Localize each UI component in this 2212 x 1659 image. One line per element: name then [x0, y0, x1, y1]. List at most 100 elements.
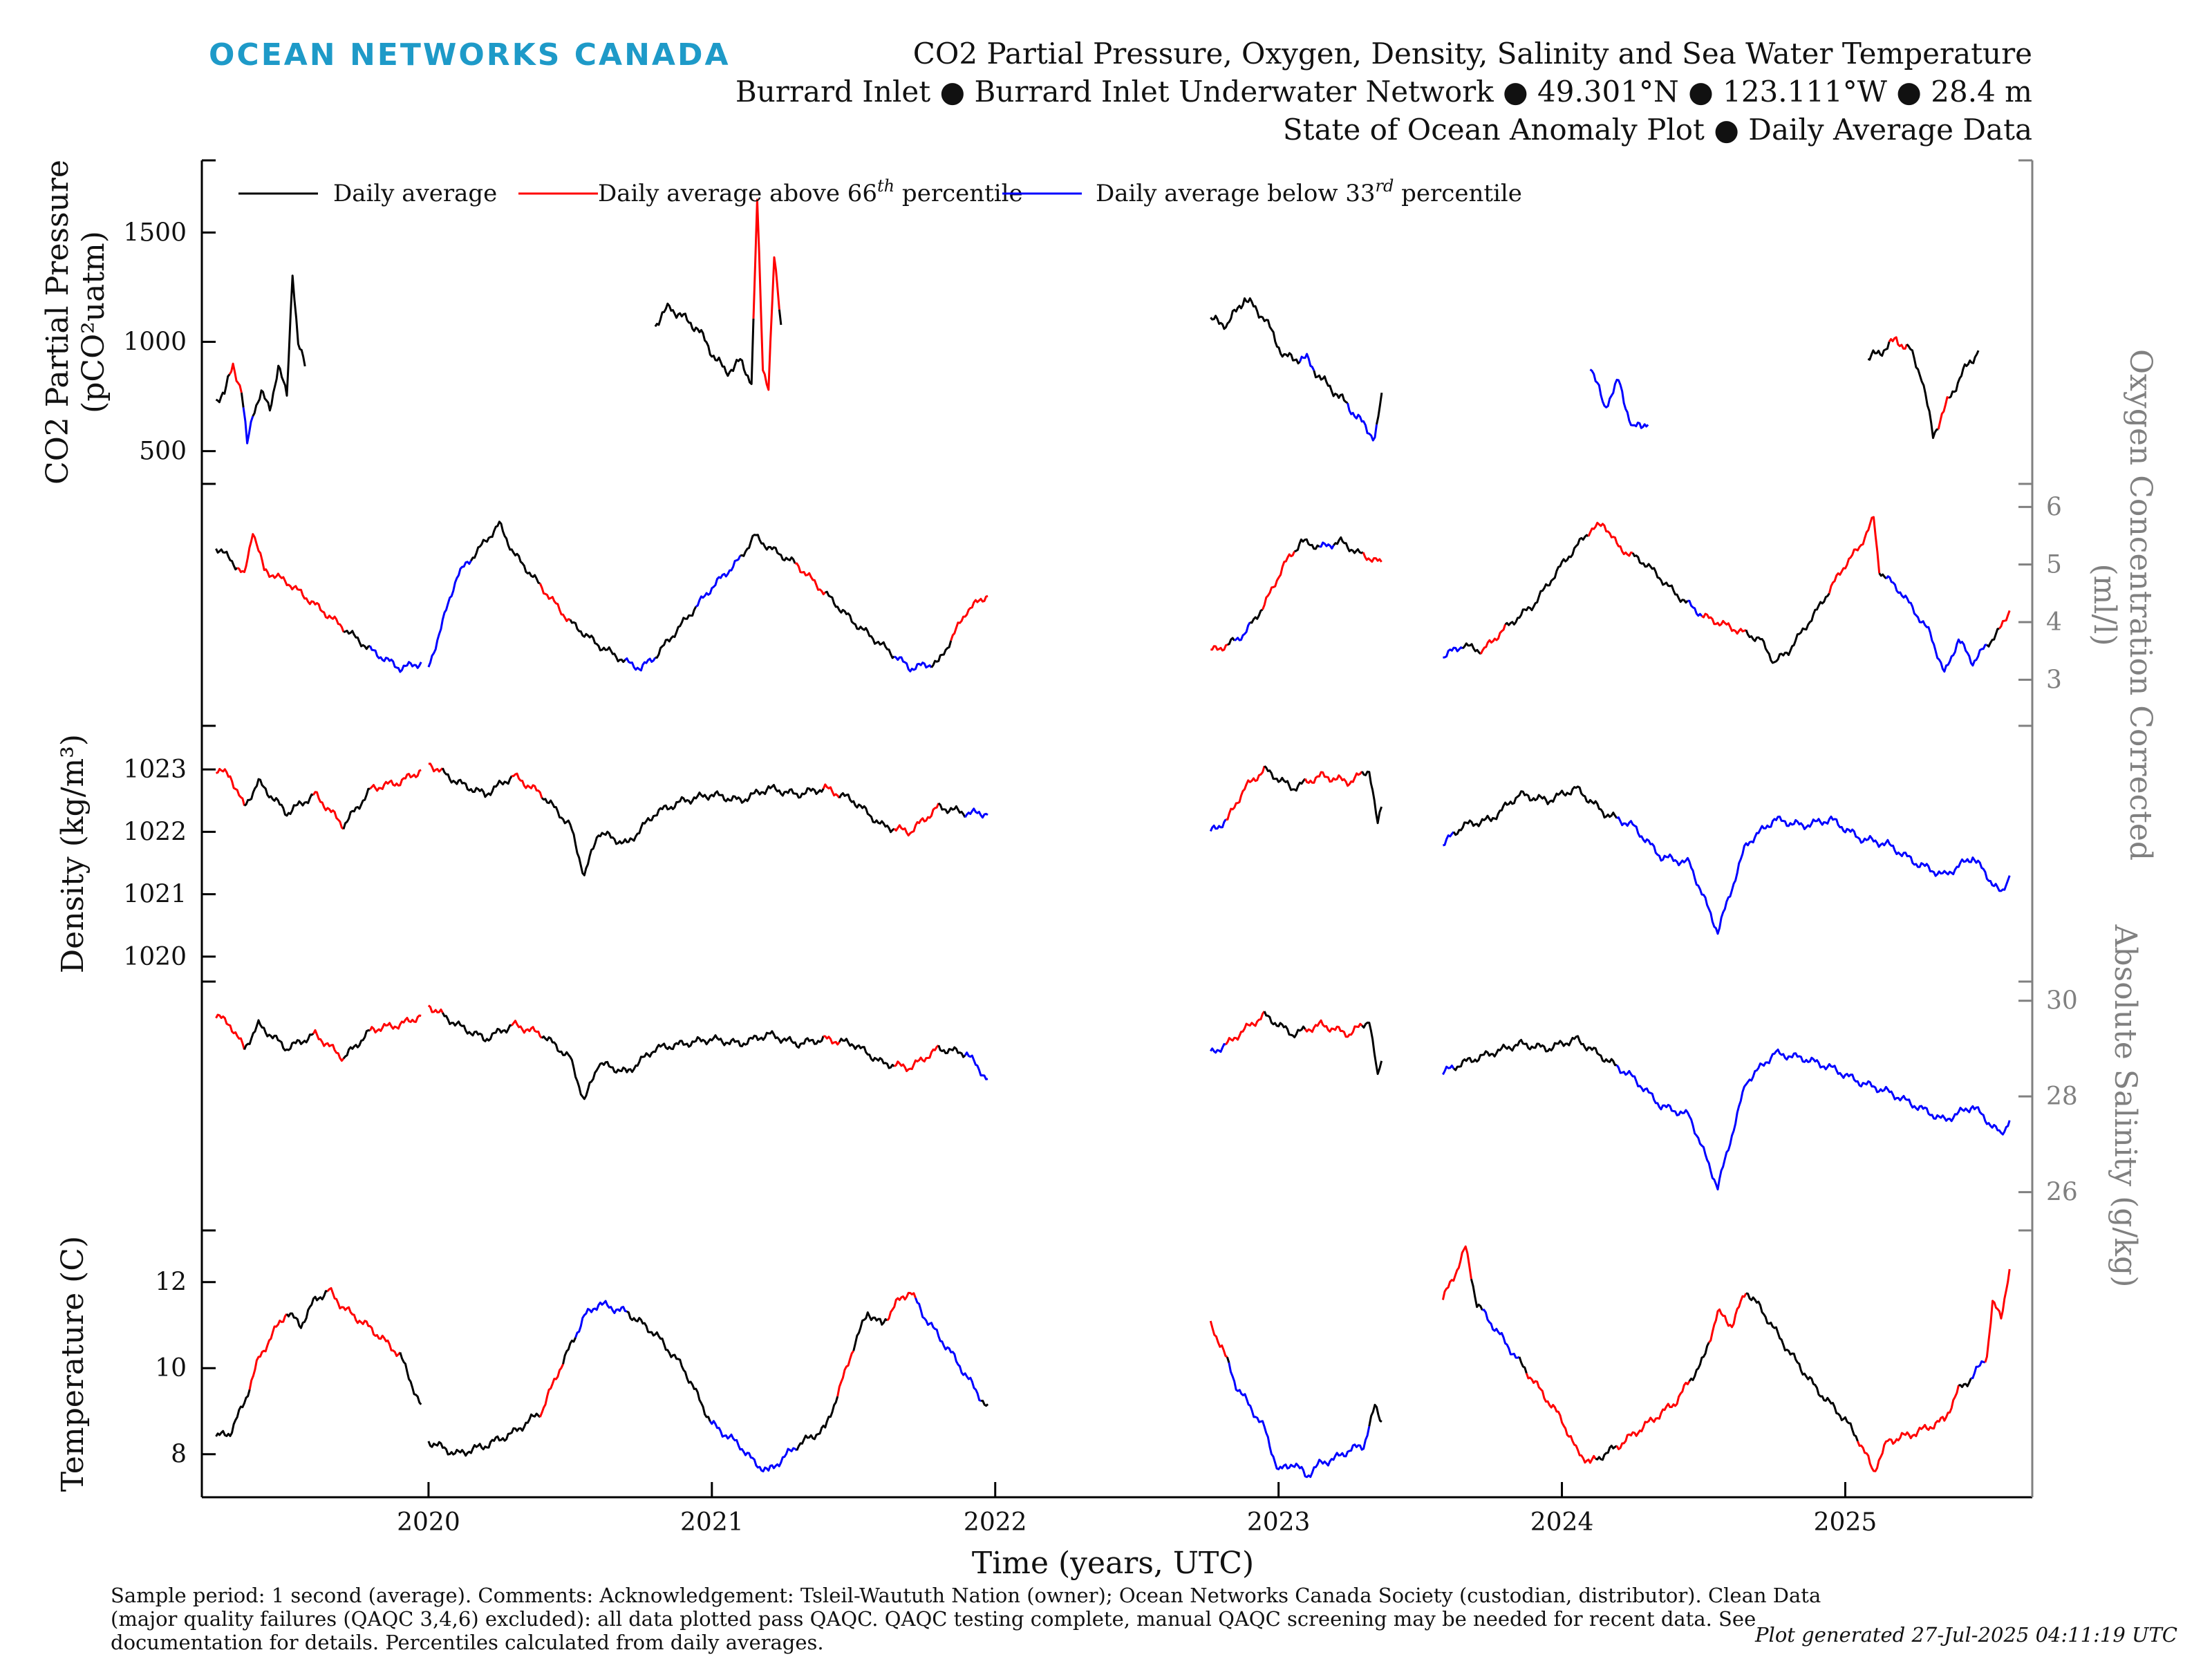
series-below-line [1482, 1309, 1520, 1359]
footer-line-2: (major quality failures (QAQC 3,4,6) exc… [111, 1607, 1756, 1631]
series-below-line [1210, 1042, 1226, 1054]
legend: Daily average Daily average above 66th pe… [238, 176, 1522, 207]
series-average-line [740, 534, 796, 564]
series-average-line [937, 802, 966, 818]
series-above-line [369, 1014, 422, 1034]
y-axis-label-line: (pCO²uatm) [76, 231, 111, 413]
y-axis-label-line: (ml/l) [2087, 563, 2122, 646]
series-average-line [825, 590, 895, 659]
series-average-line [981, 1399, 989, 1407]
y-tick-label: 1000 [123, 328, 187, 356]
series-average-line [1452, 785, 1618, 836]
series-below-line [915, 1297, 982, 1403]
series-above-line [1209, 1320, 1228, 1358]
series-below-line [242, 407, 254, 444]
series-average-line [1361, 1021, 1383, 1076]
series-above-line [427, 1004, 444, 1013]
legend-entry-text: Daily average below 33 [1096, 180, 1376, 207]
series-below-line [709, 1420, 798, 1472]
series-average-line [796, 1396, 839, 1451]
series-below-line [1228, 1362, 1371, 1479]
series-average-line [1376, 392, 1383, 425]
series-average-line [1867, 341, 1891, 361]
series-above-line [836, 1350, 855, 1397]
y-axis-label: Absolute Salinity (g/kg) [2108, 924, 2143, 1288]
series-average-line [1453, 1035, 1618, 1071]
series-average-line [1688, 1342, 1710, 1382]
series-above-line [795, 562, 826, 596]
series-average-line [1210, 297, 1301, 365]
series-above-line [326, 1287, 402, 1358]
panel-oxygen-concentration-corrected: 3 4 5 6 Oxygen Concentration Corrected(ml/l) [202, 349, 2158, 861]
series-below-line [427, 560, 472, 668]
series-below-line [1616, 815, 2011, 935]
series-above-line [822, 783, 841, 799]
series-below-line [1209, 818, 1227, 832]
y-axis-label-line: Density (kg/m³) [55, 734, 91, 973]
y-tick-label: 8 [171, 1441, 187, 1469]
series-above-line [823, 1035, 841, 1046]
series-average-line [1986, 627, 2000, 648]
series-above-line [228, 362, 243, 393]
series-average-line [427, 1412, 541, 1457]
y-tick-label: 6 [2046, 493, 2062, 521]
y-tick-label: 10 [155, 1354, 187, 1382]
series-average-line [1595, 1445, 1618, 1461]
y-tick-label: 5 [2046, 551, 2062, 579]
y-tick-label: 4 [2046, 608, 2062, 637]
legend-entry-text: Daily average [333, 180, 497, 207]
series-average-line [1518, 1356, 1528, 1374]
series-below-line [574, 1300, 628, 1338]
x-tick-label: 2022 [964, 1508, 1027, 1537]
y-axis-label: Density (kg/m³) [55, 734, 91, 973]
series-average-line [1249, 608, 1264, 624]
series-average-line [654, 302, 755, 385]
series-above-line [248, 1313, 288, 1390]
footer-line-1: Sample period: 1 second (average). Comme… [111, 1584, 1821, 1607]
series-below-line [624, 657, 657, 672]
series-above-line [1304, 1019, 1363, 1038]
generated-timestamp: Plot generated 27-Jul-2025 04:11:19 UTC [1754, 1623, 2177, 1647]
series-average-line [1226, 1356, 1230, 1363]
series-average-line [252, 274, 306, 417]
series-average-line [655, 606, 697, 659]
series-average-line [1294, 538, 1320, 553]
series-average-line [852, 1311, 888, 1351]
series-average-line [1745, 1292, 1859, 1442]
series-below-line [964, 807, 988, 819]
series-above-line [1701, 612, 1747, 635]
series-below-line [1347, 402, 1378, 442]
x-axis-label: Time (years, UTC) [972, 1546, 1254, 1581]
series-below-line [1319, 541, 1335, 550]
x-tick-label: 2021 [680, 1508, 744, 1537]
title-line-3: State of Ocean Anomaly Plot ● Daily Aver… [1283, 113, 2032, 147]
series-below-line [1443, 831, 1455, 847]
series-average-line [240, 392, 245, 408]
legend-entry-superscript: rd [1376, 176, 1394, 196]
series-average-line [838, 1038, 895, 1069]
series-below-line [369, 645, 422, 673]
series-above-line [511, 1020, 543, 1039]
series-above-line [1525, 1373, 1597, 1464]
legend-entry-superscript: th [877, 176, 894, 196]
series-average-line [838, 792, 895, 834]
series-above-line [886, 1291, 917, 1322]
y-tick-label: 500 [139, 438, 187, 466]
series-below-line [1233, 621, 1251, 641]
series-average-line [243, 778, 314, 817]
series-below-line [1615, 1048, 2011, 1191]
series-average-line [1878, 572, 1887, 580]
series-below-line [1299, 353, 1315, 371]
y-tick-label: 1021 [123, 881, 187, 909]
series-above-line [215, 1013, 245, 1050]
series-above-line [428, 762, 444, 773]
series-above-line [1828, 516, 1881, 594]
series-average-line [342, 787, 371, 830]
series-above-line [893, 1044, 939, 1072]
title-line-2: Burrard Inlet ● Burrard Inlet Underwater… [735, 75, 2032, 109]
series-average-line [1745, 592, 1830, 664]
x-axis: 2020 2021 2022 2023 2024 2025 Time (years, UTC… [397, 1482, 1877, 1581]
y-axis-label-line: Oxygen Concentration Corrected [2123, 349, 2158, 861]
chart-title: CO2 Partial Pressure, Oxygen, Density, S… [735, 37, 2032, 147]
series-above-line [1888, 336, 1908, 350]
